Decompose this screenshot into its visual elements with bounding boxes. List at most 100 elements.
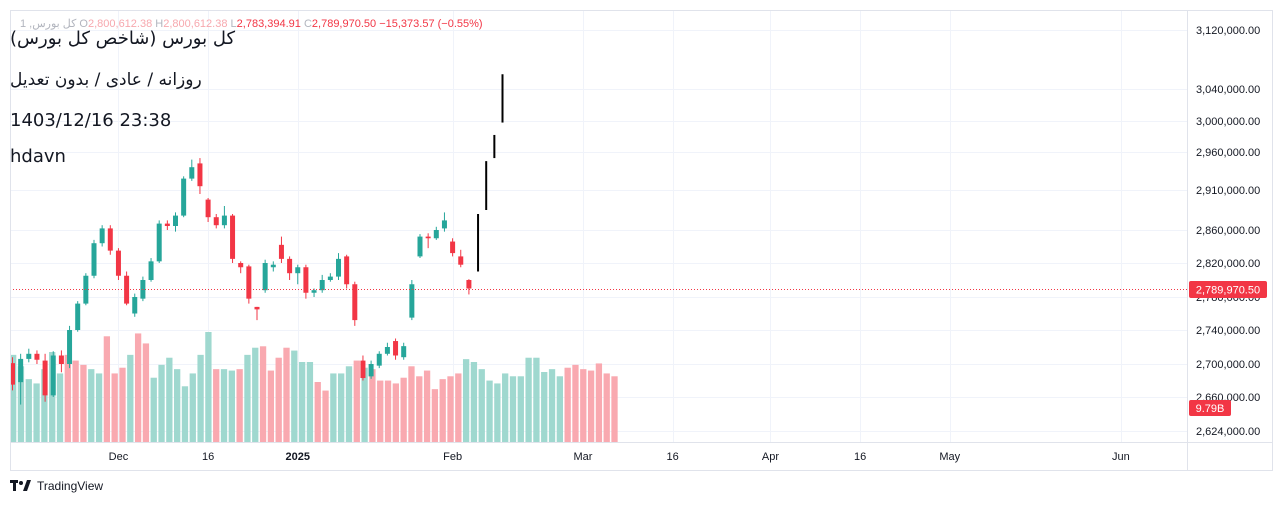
volume-bar: [174, 369, 181, 442]
chart-border: [10, 10, 1273, 471]
candle-body: [287, 258, 293, 274]
candle-body: [197, 163, 203, 187]
volume-bar: [353, 360, 360, 442]
price-tick-label: 3,040,000.00: [1196, 84, 1260, 96]
price-axis: 3,120,000.00 3,040,000.00 3,000,000.00 2,96…: [1189, 25, 1267, 438]
price-tick-label: 2,740,000.00: [1196, 325, 1260, 337]
candle-body: [295, 267, 301, 274]
volume-bar: [525, 357, 532, 442]
candle-body: [173, 215, 178, 226]
candle-body: [376, 353, 382, 366]
candle-body: [34, 353, 40, 360]
candle: [107, 225, 113, 255]
volume-bar: [127, 354, 134, 442]
candle: [450, 238, 456, 257]
volume-bar: [369, 369, 376, 442]
volume-bar: [392, 383, 399, 442]
candle-body: [262, 263, 268, 291]
candle: [18, 353, 24, 405]
volume-bar: [25, 379, 32, 442]
volume-bar: [298, 362, 306, 442]
volume-bar: [283, 347, 290, 442]
time-tick-label: 2025: [286, 451, 310, 463]
volume-bar: [306, 362, 314, 442]
candle: [42, 353, 48, 402]
candle-body: [344, 256, 350, 285]
price-tick-label: 3,120,000.00: [1196, 25, 1260, 37]
candle-body: [18, 358, 24, 383]
volume-bar: [119, 367, 126, 442]
price-tick-label: 3,000,000.00: [1196, 116, 1260, 128]
instrument-name: کل بورس (شاخص کل بورس): [10, 28, 236, 49]
volume-bar: [509, 376, 517, 442]
volume-bar: [462, 359, 470, 442]
candle-body: [352, 284, 358, 321]
candle: [376, 351, 382, 369]
volume-bar: [150, 377, 157, 442]
time-axis: Dec 16 2025 Feb Mar 16 Apr 16 May Jun: [109, 451, 1130, 463]
volume-bar: [322, 390, 329, 442]
volume-bar: [244, 354, 251, 442]
volume-bar: [189, 373, 196, 442]
close-label: C: [303, 18, 312, 30]
open-label: O: [79, 18, 88, 30]
candle-body: [205, 199, 211, 218]
volume-bar: [423, 370, 431, 442]
volume-bar: [564, 367, 571, 442]
volume-bar: [416, 376, 423, 442]
volume-bar: [10, 354, 17, 442]
tradingview-brand[interactable]: TradingView: [10, 479, 103, 493]
candle: [441, 212, 447, 232]
close-value: 2,789,970.50: [311, 18, 377, 30]
candle: [148, 258, 154, 282]
candle: [336, 253, 341, 280]
volume-bar: [314, 382, 321, 442]
price-tick-label: 2,910,000.00: [1196, 185, 1260, 197]
volume-bar: [88, 369, 95, 442]
candle-body: [417, 236, 423, 257]
change-value: −15,373.57 (−0.55%): [379, 18, 483, 30]
candle: [425, 233, 431, 249]
candle: [67, 325, 73, 369]
candle-body: [58, 355, 64, 364]
candle: [124, 271, 130, 306]
candle: [401, 342, 407, 360]
candle-body: [360, 360, 366, 379]
volume-bar: [95, 373, 103, 442]
volume-bar: [33, 383, 40, 442]
candle: [393, 338, 399, 360]
candle-body: [42, 360, 48, 396]
candle: [458, 249, 464, 268]
candle: [205, 198, 211, 222]
volume-bar: [345, 366, 353, 442]
candle: [311, 288, 317, 297]
price-tick-label: 2,860,000.00: [1196, 225, 1260, 237]
candle: [319, 274, 325, 293]
volume-bar: [408, 366, 415, 442]
last-volume-label: 9.79B: [1196, 403, 1225, 415]
volume-bar: [478, 369, 485, 442]
candle-body: [148, 261, 154, 280]
volume-bar: [595, 363, 603, 442]
volume-bar: [494, 383, 501, 442]
volume-bar: [158, 364, 165, 442]
candle-body: [26, 353, 32, 359]
volume-bar: [166, 357, 173, 442]
candle-body: [50, 355, 56, 396]
open-value: 2,800,612.38: [87, 18, 153, 30]
candle: [303, 264, 309, 299]
time-tick-label: 16: [667, 451, 679, 463]
candle-body: [246, 266, 252, 299]
volume-bar: [556, 376, 563, 442]
candle: [181, 176, 187, 218]
time-tick-label: Mar: [574, 451, 593, 463]
candle-body: [368, 364, 374, 377]
volume-bar: [470, 362, 478, 442]
time-tick-label: Dec: [109, 451, 129, 463]
candle: [164, 220, 170, 230]
volume-bar: [377, 380, 384, 442]
volume-bar: [111, 373, 118, 442]
candle-body: [311, 290, 317, 293]
candle: [287, 256, 293, 280]
